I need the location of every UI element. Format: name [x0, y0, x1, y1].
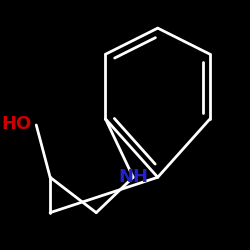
Text: NH: NH [118, 168, 148, 186]
Text: HO: HO [2, 115, 32, 133]
